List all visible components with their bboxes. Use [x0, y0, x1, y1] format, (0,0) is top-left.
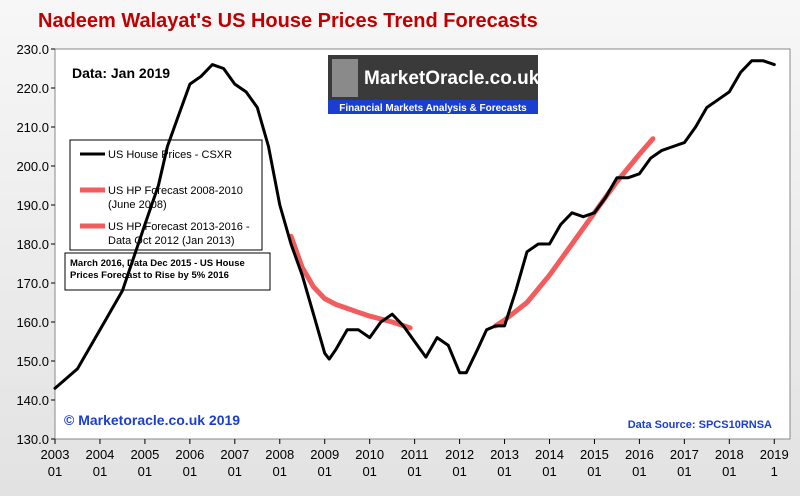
x-tick-label: 2013: [490, 447, 519, 462]
y-tick-label: 180.0: [16, 237, 49, 252]
y-tick-label: 130.0: [16, 432, 49, 447]
y-tick-label: 160.0: [16, 315, 49, 330]
x-tick-label: 2003: [41, 447, 70, 462]
y-tick-label: 200.0: [16, 159, 49, 174]
y-tick-label: 190.0: [16, 198, 49, 213]
logo-tagline: Financial Markets Analysis & Forecasts: [339, 103, 527, 114]
x-tick-label: 2018: [715, 447, 744, 462]
source: Data Source: SPCS10RNSA: [628, 419, 772, 431]
y-tick-label: 140.0: [16, 393, 49, 408]
y-tick-label: 210.0: [16, 120, 49, 135]
series-line: [493, 136, 656, 329]
x-tick-sublabel: 01: [273, 464, 287, 479]
x-tick-label: 2014: [535, 447, 564, 462]
x-tick-sublabel: 01: [362, 464, 376, 479]
x-tick-sublabel: 01: [722, 464, 736, 479]
logo-box: [328, 55, 538, 100]
x-tick-sublabel: 01: [407, 464, 421, 479]
x-tick-label: 2007: [220, 447, 249, 462]
legend-label: US House Prices - CSXR: [108, 149, 232, 161]
x-tick-sublabel: 01: [48, 464, 62, 479]
logo-strip: [328, 100, 538, 114]
logo-icon: [332, 59, 358, 97]
copyright: © Marketoracle.co.uk 2019: [64, 412, 240, 428]
x-tick-sublabel: 01: [183, 464, 197, 479]
note-box: [64, 252, 271, 291]
x-tick-label: 2008: [265, 447, 294, 462]
note: March 2016, Data Dec 2015 - US House Pric…: [70, 258, 245, 281]
x-tick-sublabel: 01: [632, 464, 646, 479]
x-tick-label: 2009: [310, 447, 339, 462]
y-tick-label: 150.0: [16, 354, 49, 369]
x-tick-label: 2015: [580, 447, 609, 462]
y-tick-label: 230.0: [16, 42, 49, 57]
y-tick-label: 220.0: [16, 81, 49, 96]
data-date: Data: Jan 2019: [72, 65, 170, 81]
x-tick-sublabel: 01: [138, 464, 152, 479]
x-tick-sublabel: 01: [542, 464, 556, 479]
series-line: [53, 59, 776, 390]
x-tick-label: 2004: [85, 447, 114, 462]
legend-label: US HP Forecast 2013-2016 -Data Oct 2012 …: [108, 221, 250, 247]
x-tick-sublabel: 01: [317, 464, 331, 479]
x-tick-sublabel: 01: [228, 464, 242, 479]
y-tick-label: 170.0: [16, 276, 49, 291]
x-tick-sublabel: 01: [587, 464, 601, 479]
x-tick-label: 2012: [445, 447, 474, 462]
x-tick-sublabel: 1: [771, 464, 778, 479]
x-tick-sublabel: 01: [93, 464, 107, 479]
x-tick-sublabel: 01: [497, 464, 511, 479]
x-tick-sublabel: 01: [452, 464, 466, 479]
x-tick-label: 2016: [625, 447, 654, 462]
x-tick-label: 2017: [670, 447, 699, 462]
x-tick-label: 2005: [130, 447, 159, 462]
x-tick-sublabel: 01: [677, 464, 691, 479]
chart-title: Nadeem Walayat's US House Prices Trend F…: [38, 10, 538, 32]
x-tick-label: 2019: [760, 447, 789, 462]
legend-label: US HP Forecast 2008-2010 (June 2008): [108, 185, 243, 211]
logo-text: MarketOracle.co.uk: [364, 68, 540, 89]
x-tick-label: 2006: [175, 447, 204, 462]
x-tick-label: 2011: [401, 447, 429, 462]
logo: MarketOracle.co.uk Financial Markets Ana…: [328, 55, 540, 114]
series-line: [288, 233, 413, 331]
x-tick-label: 2010: [355, 447, 384, 462]
